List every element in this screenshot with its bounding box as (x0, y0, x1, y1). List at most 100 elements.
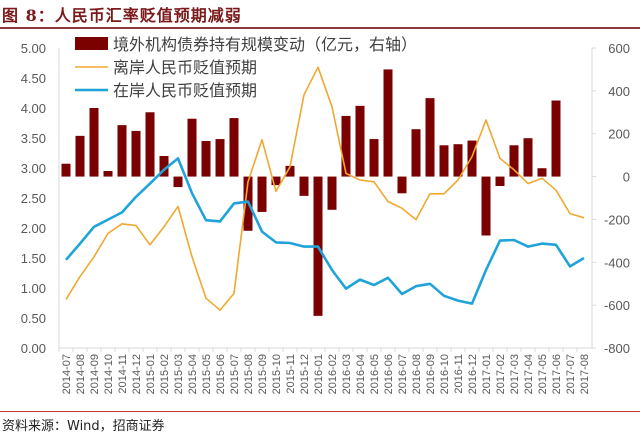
x-axis-tick-label: 2015-12 (299, 354, 311, 394)
x-axis-tick-label: 2015-10 (271, 354, 283, 394)
legend-label: 离岸人民币贬值预期 (113, 58, 257, 77)
x-axis-tick-label: 2015-04 (187, 354, 199, 394)
x-axis-tick-label: 2017-03 (509, 354, 521, 394)
x-axis-tick-label: 2016-10 (439, 354, 451, 394)
bar (327, 176, 337, 210)
legend-swatch-bar (75, 37, 108, 50)
right-axis-tick-label: -200 (604, 212, 630, 227)
left-axis-tick-label: 3.50 (21, 131, 46, 146)
x-axis-tick-label: 2017-02 (495, 354, 507, 394)
x-axis-tick-label: 2014-10 (103, 354, 115, 394)
bar (439, 145, 449, 177)
x-axis-tick-label: 2016-04 (355, 354, 367, 394)
left-axis-tick-label: 5.00 (21, 41, 46, 56)
x-axis-tick-label: 2017-08 (579, 354, 591, 394)
left-axis-tick-label: 3.00 (21, 161, 46, 176)
x-axis-tick-label: 2017-01 (481, 354, 493, 394)
x-axis-tick-label: 2016-08 (411, 354, 423, 394)
bar (75, 135, 85, 177)
bar (89, 108, 99, 177)
x-axis-tick-label: 2016-05 (369, 354, 381, 394)
bar (453, 144, 463, 177)
left-axis-tick-label: 2.50 (21, 191, 46, 206)
bar (215, 139, 225, 177)
x-axis-tick-label: 2014-12 (131, 354, 143, 394)
chart-title: 图 8：人民币汇率贬值预期减弱 (2, 6, 242, 25)
right-axis-tick-label: 400 (608, 84, 630, 99)
bar (341, 115, 351, 177)
bar (173, 176, 183, 188)
onshore-line (65, 157, 585, 305)
left-axis-tick-label: 1.50 (21, 251, 46, 266)
bar (397, 176, 407, 194)
bar (495, 176, 505, 186)
x-axis-tick-label: 2016-11 (453, 354, 465, 394)
x-axis-tick-label: 2014-11 (117, 354, 129, 394)
bar (411, 129, 421, 177)
right-axis-tick-label: -600 (604, 298, 630, 313)
x-axis-tick-label: 2014-09 (89, 354, 101, 394)
offshore-line (65, 66, 585, 312)
bar (299, 176, 309, 196)
x-axis-tick-label: 2014-07 (61, 354, 73, 394)
left-axis-tick-label: 4.50 (21, 71, 46, 86)
bar (117, 125, 127, 177)
x-axis-tick-label: 2015-01 (145, 354, 157, 394)
source-note: 资料来源：Wind，招商证券 (2, 419, 165, 434)
x-axis-tick-label: 2015-09 (257, 354, 269, 394)
left-axis-tick-label: 1.00 (21, 281, 46, 296)
x-axis-tick-label: 2016-03 (341, 354, 353, 394)
bar (229, 118, 239, 177)
x-axis-tick-label: 2015-05 (201, 354, 213, 394)
left-axis-tick-label: 0.50 (21, 311, 46, 326)
right-axis-tick-label: 200 (608, 127, 630, 142)
bar (355, 105, 365, 177)
right-axis-tick-label: -800 (604, 341, 630, 356)
bar (131, 130, 141, 177)
bar (257, 176, 267, 212)
bar (103, 171, 113, 177)
bar (551, 100, 561, 177)
bar (467, 140, 477, 177)
x-axis-tick-label: 2016-02 (327, 354, 339, 394)
right-axis-tick-label: 600 (608, 41, 630, 56)
x-axis-tick-label: 2015-08 (243, 354, 255, 394)
x-axis-tick-label: 2017-04 (523, 354, 535, 394)
bar (201, 141, 211, 177)
x-axis-tick-label: 2017-05 (537, 354, 549, 394)
x-axis-tick-label: 2016-01 (313, 354, 325, 394)
x-axis-tick-label: 2015-06 (215, 354, 227, 394)
right-axis-tick-label: -400 (604, 255, 630, 270)
x-axis-tick-label: 2015-02 (159, 354, 171, 394)
bar (509, 145, 519, 177)
bar (369, 139, 379, 177)
bar (481, 176, 491, 236)
left-axis-tick-label: 4.00 (21, 101, 46, 116)
x-axis-tick-label: 2016-07 (397, 354, 409, 394)
x-axis-tick-label: 2015-07 (229, 354, 241, 394)
x-axis-tick-label: 2017-06 (551, 354, 563, 394)
bar (537, 168, 547, 177)
source-divider (0, 411, 640, 412)
x-axis-tick-label: 2017-07 (565, 354, 577, 394)
x-axis-tick-label: 2014-08 (75, 354, 87, 394)
bar (425, 98, 435, 177)
x-axis-tick-label: 2016-12 (467, 354, 479, 394)
left-axis-tick-label: 0.00 (21, 341, 46, 356)
right-axis-tick-label: 0 (623, 170, 630, 185)
legend-label: 在岸人民币贬值预期 (113, 81, 257, 100)
bar (187, 118, 197, 177)
title-divider (0, 27, 640, 29)
bar (159, 156, 169, 177)
x-axis-tick-label: 2015-03 (173, 354, 185, 394)
x-axis-tick-label: 2016-09 (425, 354, 437, 394)
bar (383, 69, 393, 177)
bar (271, 176, 281, 186)
bar (61, 163, 71, 177)
legend-label: 境外机构债券持有规模变动（亿元，右轴） (113, 35, 417, 54)
bar (523, 138, 533, 177)
bar (285, 165, 295, 177)
bar (145, 112, 155, 177)
x-axis-tick-label: 2015-11 (285, 354, 297, 394)
